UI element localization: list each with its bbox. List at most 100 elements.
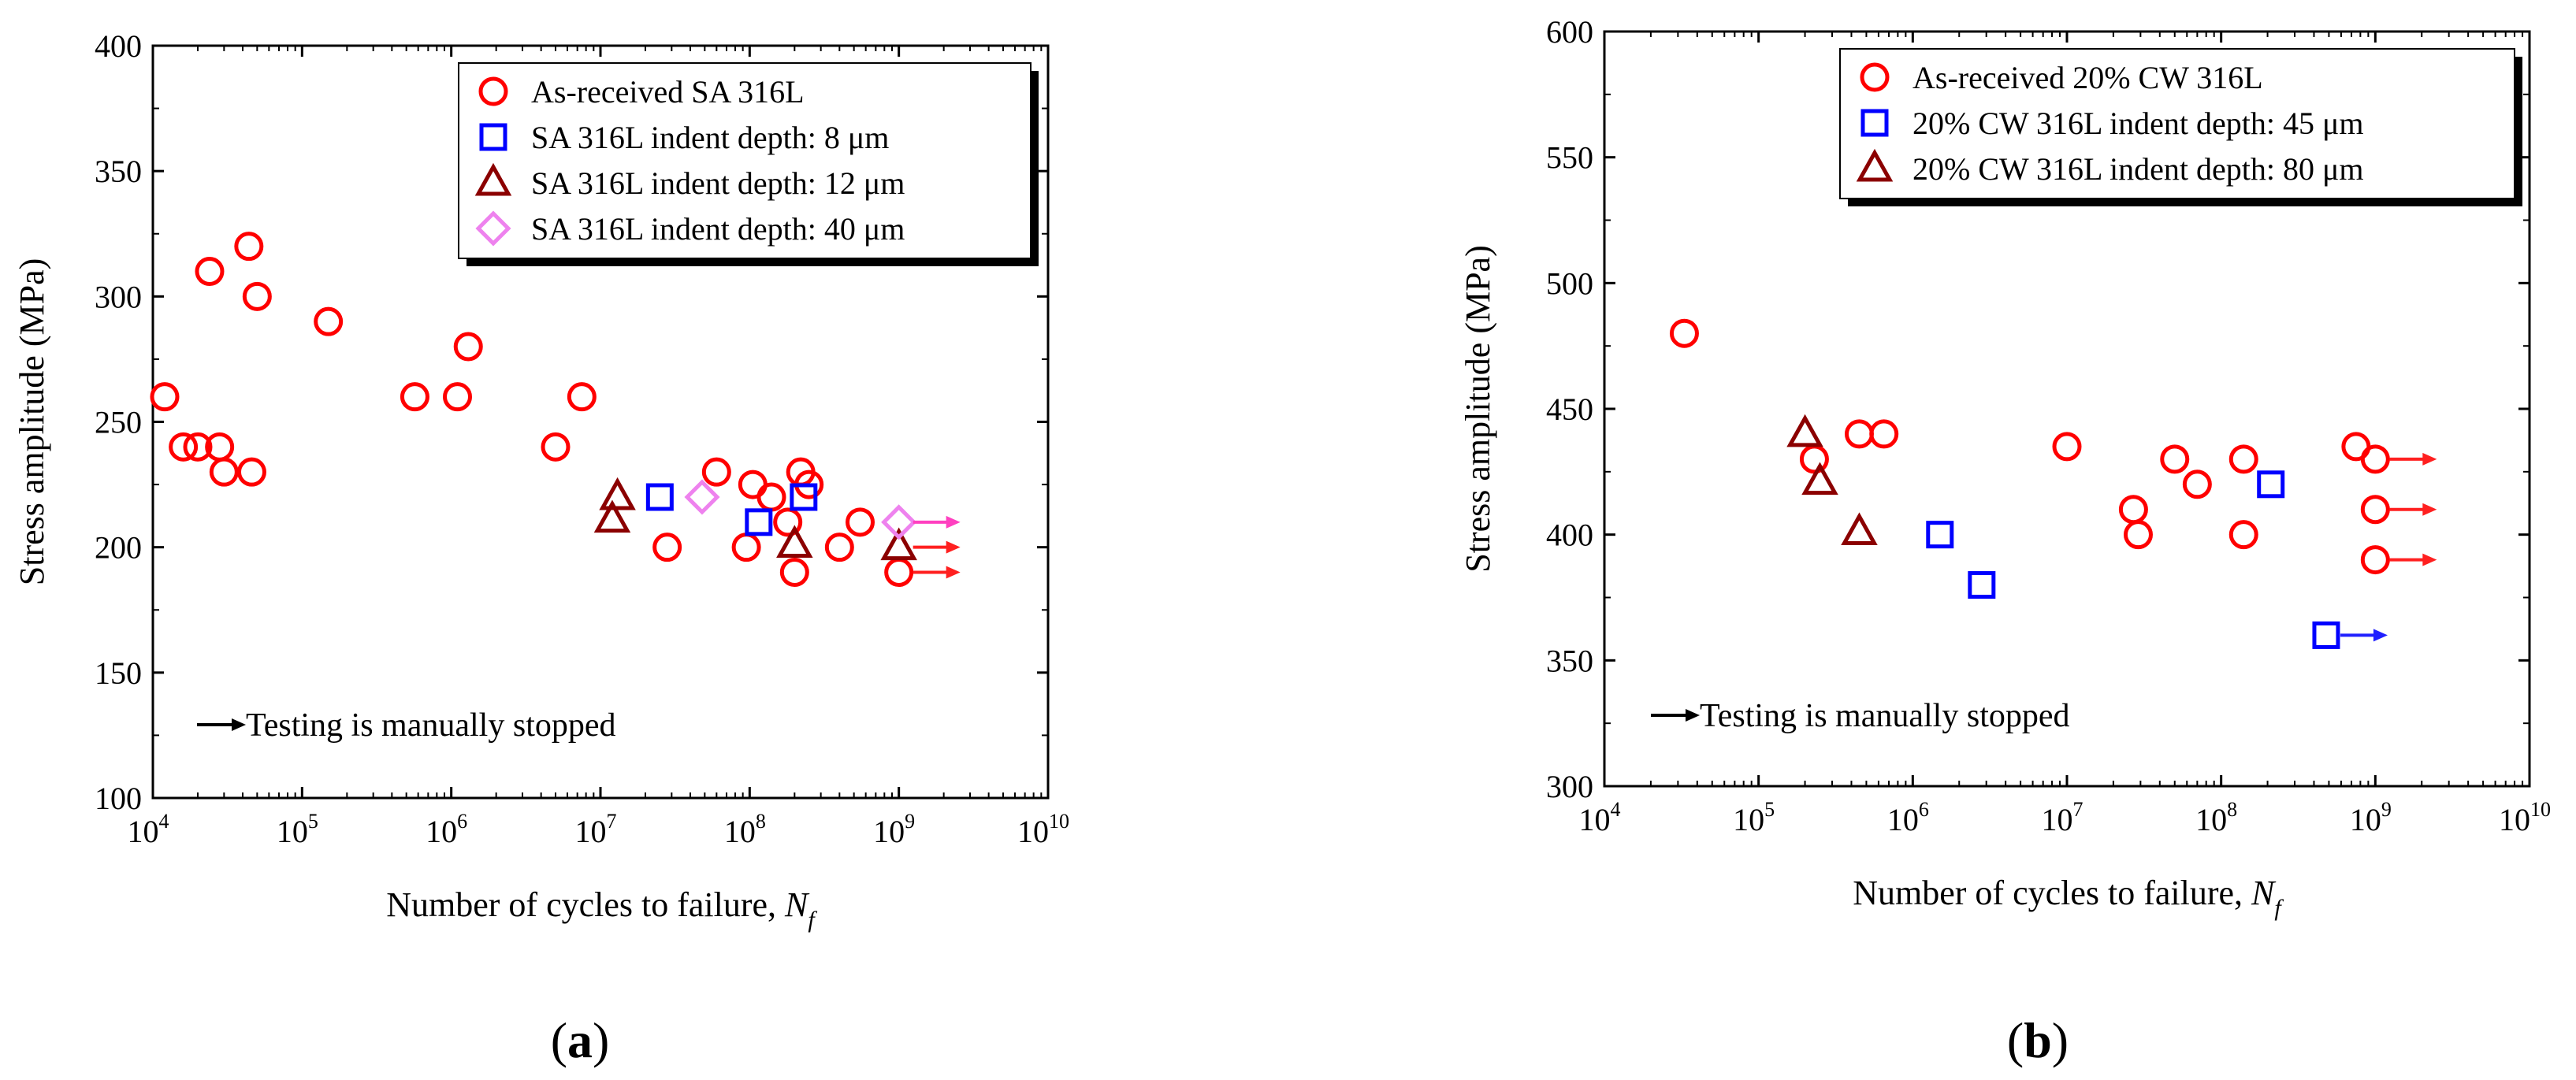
data-point <box>183 432 213 462</box>
data-point <box>756 482 786 512</box>
data-point <box>1841 512 1878 545</box>
data-point <box>790 483 818 511</box>
data-point <box>846 507 875 537</box>
runout-arrow-head <box>2422 553 2437 566</box>
data-point <box>881 504 917 540</box>
data-point <box>209 457 239 487</box>
y-tick-label: 300 <box>1546 769 1593 804</box>
legend-label: SA 316L indent depth: 40 μm <box>531 211 905 247</box>
data-point <box>195 257 225 286</box>
data-point <box>599 477 636 510</box>
series-diamond <box>684 479 917 540</box>
runout-arrow <box>913 566 961 579</box>
x-tick-label: 108 <box>2195 798 2237 837</box>
data-point <box>2312 621 2340 649</box>
runout-arrow <box>913 515 961 529</box>
x-tick-label: 108 <box>724 810 766 849</box>
runout-arrow <box>2389 553 2437 566</box>
y-tick-label: 450 <box>1546 392 1593 427</box>
data-point <box>567 382 597 412</box>
data-point <box>824 533 854 562</box>
data-point <box>779 558 809 587</box>
series-circle <box>1669 318 2390 575</box>
legend-label: 20% CW 316L indent depth: 45 μm <box>1912 106 2364 141</box>
data-point <box>1669 318 1699 348</box>
runout-arrow <box>913 540 961 554</box>
data-point <box>776 525 813 558</box>
y-tick-label: 350 <box>95 154 142 189</box>
series-triangle <box>593 477 917 561</box>
series-square <box>1926 470 2340 649</box>
data-point <box>400 382 429 412</box>
chart-panel-a: 100 150 200 250 300 350 400 104 105 106 107 108 109 1… <box>13 28 1069 1068</box>
legend-label: 20% CW 316L indent depth: 80 μm <box>1912 151 2364 187</box>
legend-marker <box>474 162 512 196</box>
data-point <box>773 507 803 537</box>
x-tick-label: 107 <box>2042 798 2083 837</box>
x-tick-label: 109 <box>873 810 915 849</box>
legend-label: SA 316L indent depth: 8 μm <box>531 120 889 155</box>
x-axis-title: Number of cycles to failure, Nf <box>1853 874 2284 921</box>
y-tick-label: 100 <box>95 781 142 816</box>
series-square <box>645 483 818 536</box>
note-text: Testing is manually stopped <box>1700 698 2070 734</box>
y-axis-title: Stress amplitude (MPa) <box>13 258 51 586</box>
y-tick-label: 600 <box>1546 14 1593 50</box>
data-point <box>2118 495 2148 525</box>
data-point <box>169 432 199 462</box>
runout-arrow-head <box>2422 503 2437 516</box>
runout-arrow <box>2340 629 2388 642</box>
data-point <box>236 457 266 487</box>
data-point <box>880 527 917 561</box>
x-tick-label: 109 <box>2350 798 2392 837</box>
runout-arrow-head <box>2422 452 2437 466</box>
data-point <box>652 533 682 562</box>
data-point <box>1869 419 1899 449</box>
runout-arrow <box>2389 452 2437 466</box>
data-point <box>443 382 473 412</box>
legend-box <box>458 62 1032 259</box>
series-circle <box>150 232 914 587</box>
legend-marker <box>1856 148 1894 182</box>
data-point <box>2228 520 2258 550</box>
runout-arrow-head <box>946 540 961 554</box>
data-point <box>1801 462 1838 495</box>
data-point <box>2123 520 2153 550</box>
data-point <box>1926 521 1954 549</box>
y-tick-label: 500 <box>1546 265 1593 301</box>
x-tick-label: 105 <box>1733 798 1775 837</box>
x-tick-label: 104 <box>1579 798 1621 837</box>
data-point <box>150 382 180 412</box>
y-axis-title: Stress amplitude (MPa) <box>1459 245 1497 573</box>
note-arrow <box>1651 709 1700 722</box>
runout-arrow-head <box>946 566 961 579</box>
x-tick-label: 1010 <box>2499 798 2551 837</box>
legend-label: As-received SA 316L <box>531 74 805 109</box>
data-point <box>684 479 720 515</box>
series-triangle <box>1786 414 1878 545</box>
data-point <box>2360 545 2390 575</box>
data-point <box>314 306 344 336</box>
y-tick-label: 550 <box>1546 140 1593 176</box>
x-tick-label: 1010 <box>1017 810 1069 849</box>
data-point <box>1786 414 1823 447</box>
data-point <box>731 533 761 562</box>
chart-panel-b: 300 350 400 450 500 550 600 104 105 106 107 108 109 1… <box>1459 14 2551 1068</box>
data-point <box>701 457 731 487</box>
runout-arrow-head <box>2373 629 2388 642</box>
runout-arrow-head <box>946 515 961 529</box>
y-tick-label: 150 <box>95 655 142 691</box>
x-tick-label: 106 <box>1887 798 1929 837</box>
x-axis-title: Number of cycles to failure, Nf <box>386 885 817 933</box>
legend-label: SA 316L indent depth: 12 μm <box>531 165 905 201</box>
y-tick-label: 200 <box>95 530 142 566</box>
legend-marker <box>478 76 508 106</box>
data-point <box>2228 444 2258 474</box>
data-point <box>2052 432 2082 462</box>
y-tick-label: 400 <box>95 28 142 64</box>
x-tick-label: 106 <box>426 810 467 849</box>
legend-marker <box>479 123 507 151</box>
y-tick-label: 350 <box>1546 643 1593 678</box>
runout-arrow-head <box>1686 709 1700 722</box>
